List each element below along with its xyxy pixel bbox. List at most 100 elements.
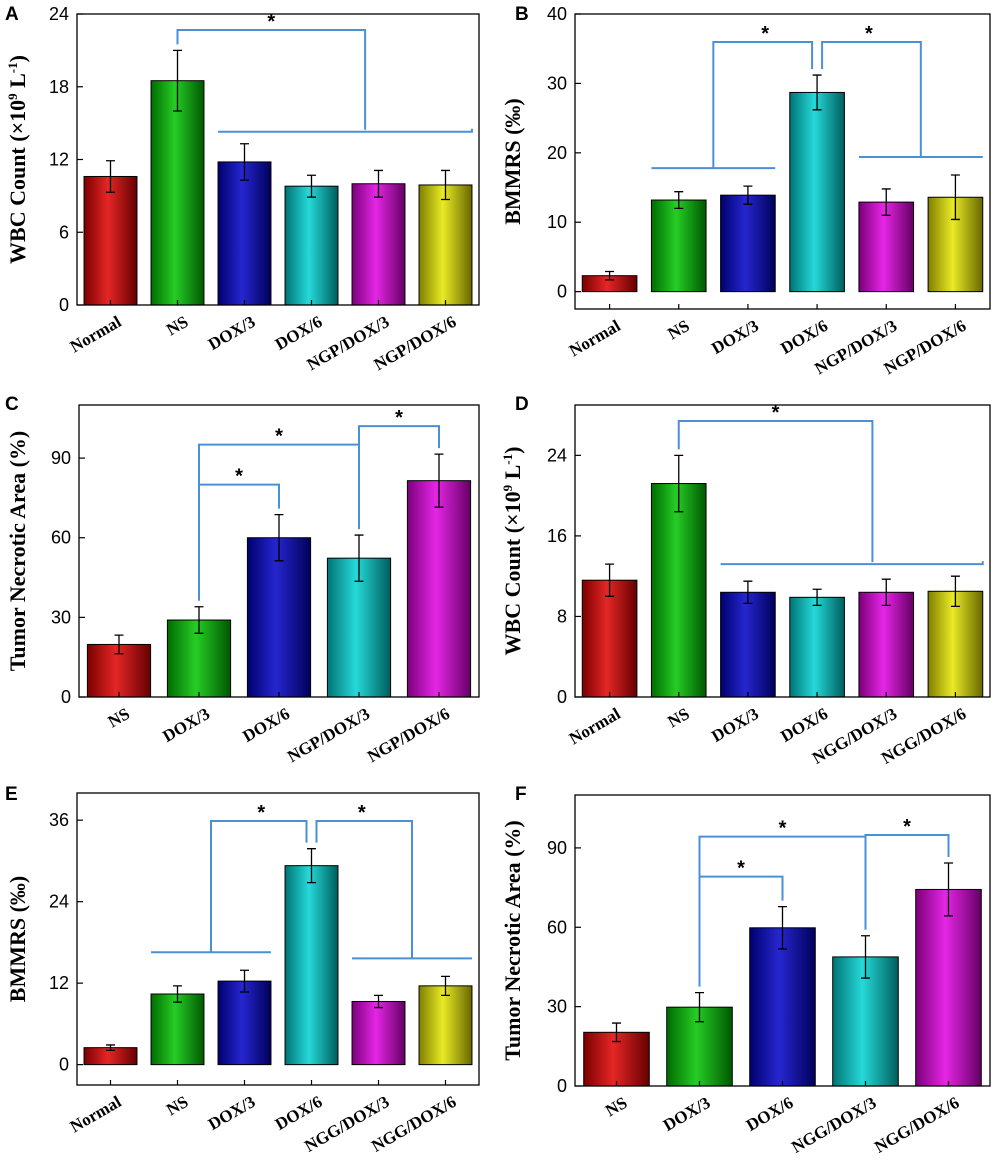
significance-bracket	[315, 820, 472, 960]
significance-bracket	[698, 835, 867, 930]
significance-star: *	[275, 426, 283, 448]
bar-normal	[581, 579, 638, 698]
y-tick-label: 0	[59, 295, 69, 315]
y-tick-label: 24	[547, 445, 567, 465]
significance-star: *	[903, 816, 911, 838]
error-bar	[240, 969, 249, 993]
y-tick-label: 30	[547, 73, 567, 93]
x-tick-label: NGP/DOX/6	[364, 704, 453, 766]
y-tick-label: 60	[547, 917, 567, 937]
error-bar	[812, 588, 822, 607]
x-tick-label: NS	[664, 316, 692, 343]
x-tick-label: Normal	[67, 312, 125, 356]
error-bar	[605, 270, 615, 281]
significance-bracket	[198, 483, 280, 601]
x-tick-label: NS	[163, 312, 191, 339]
x-tick-label: NGP/DOX/3	[284, 704, 373, 766]
x-tick-label: NS	[664, 704, 692, 731]
x-tick-label: DOX/6	[777, 316, 831, 358]
error-bar	[240, 143, 249, 181]
error-bar	[106, 1044, 115, 1052]
bar-ns	[650, 483, 707, 698]
bar-ngg-dox-6	[418, 985, 473, 1066]
y-tick-label: 0	[557, 687, 567, 707]
bar-ngp-dox-6	[418, 184, 473, 306]
error-bar	[307, 848, 316, 884]
bar-ngg-dox-3	[351, 1000, 406, 1066]
error-bar	[374, 994, 383, 1009]
error-bar	[944, 862, 953, 917]
axis-frame	[574, 13, 991, 310]
panel-label: C	[5, 394, 19, 415]
y-tick-label: 90	[547, 838, 567, 858]
x-tick-label: DOX/3	[660, 1093, 714, 1135]
bar-dox-6	[284, 185, 339, 306]
panel-label: E	[5, 784, 18, 805]
bar-ngp-dox-3	[351, 183, 406, 306]
bar-dox-3	[720, 194, 776, 293]
y-tick-label: 8	[557, 606, 567, 626]
significance-bracket	[358, 425, 440, 449]
y-tick-label: 12	[49, 150, 69, 170]
bar-dox-3	[720, 591, 776, 698]
y-tick-label: 24	[49, 892, 69, 912]
y-axis-label: Tumor Necrotic Area (%)	[500, 820, 525, 1061]
x-tick-label: NGG/DOX/6	[871, 1093, 962, 1157]
significance-bracket	[151, 820, 308, 954]
bar-ngg-dox-6	[927, 590, 984, 698]
x-tick-label: DOX/3	[159, 704, 213, 746]
error-bar	[674, 191, 684, 210]
y-tick-label: 0	[61, 687, 71, 707]
y-tick-label: 40	[547, 4, 567, 24]
significance-star: *	[257, 802, 265, 824]
y-tick-label: 36	[49, 810, 69, 830]
y-tick-label: 24	[49, 4, 69, 24]
y-tick-label: 6	[59, 222, 69, 242]
significance-bracket	[651, 41, 814, 170]
bar-ngp-dox-3	[858, 201, 915, 293]
error-bar	[881, 578, 891, 607]
bar-normal	[83, 175, 138, 306]
significance-star: *	[395, 407, 403, 429]
bar-dox-6	[246, 537, 312, 698]
error-bar	[605, 563, 615, 597]
significance-star: *	[358, 802, 366, 824]
axis-frame	[574, 404, 991, 698]
panel-label: F	[515, 784, 527, 805]
error-bar	[434, 453, 444, 508]
x-tick-label: DOX/3	[205, 312, 259, 354]
y-tick-label: 20	[547, 143, 567, 163]
significance-star: *	[779, 818, 787, 840]
significance-bracket	[677, 420, 984, 566]
bar-dox-6	[749, 927, 816, 1087]
y-tick-label: 90	[51, 448, 71, 468]
bar-ngp-dox-6	[406, 480, 472, 698]
y-tick-label: 18	[49, 77, 69, 97]
error-bar	[674, 454, 684, 513]
significance-star: *	[865, 23, 873, 45]
error-bar	[881, 188, 891, 216]
bar-ns	[650, 199, 707, 293]
x-tick-label: DOX/6	[272, 1092, 326, 1134]
error-bar	[743, 580, 753, 605]
bar-ns	[86, 643, 152, 698]
x-tick-label: DOX/6	[777, 704, 831, 746]
axis-frame	[76, 792, 480, 1086]
error-bar	[194, 606, 204, 634]
x-tick-label: NS	[602, 1093, 630, 1120]
significance-bracket	[198, 443, 360, 530]
y-axis-label: BMMRS (‰)	[500, 98, 525, 224]
error-bar	[950, 174, 960, 221]
bar-dox-3	[217, 980, 272, 1066]
y-tick-label: 10	[547, 212, 567, 232]
error-bar	[778, 905, 787, 950]
error-bar	[861, 935, 870, 979]
x-tick-label: DOX/6	[743, 1093, 797, 1135]
error-bar	[743, 185, 753, 205]
bar-dox-6	[789, 91, 845, 293]
y-axis-label: WBC Count (×109 L-1)	[5, 55, 30, 264]
panel-label: D	[515, 394, 529, 415]
significance-star: *	[267, 11, 275, 33]
